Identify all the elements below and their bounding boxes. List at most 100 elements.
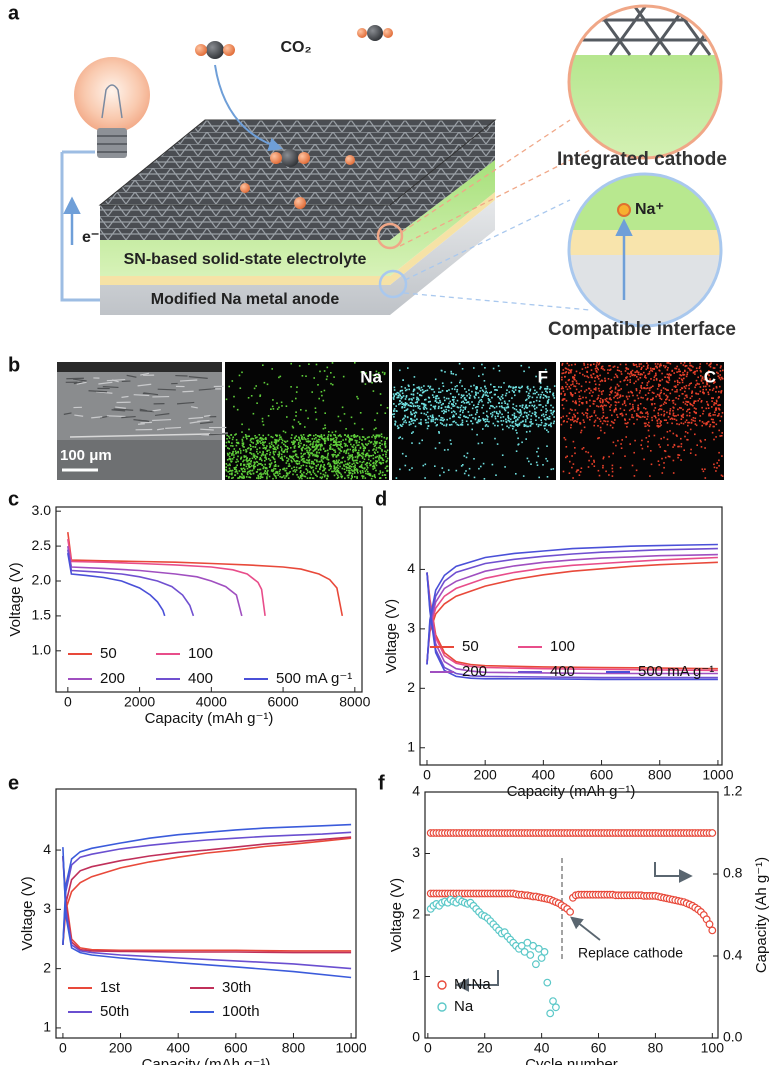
map-dot xyxy=(447,469,450,471)
map-dot xyxy=(691,395,693,398)
map-dot xyxy=(353,468,356,470)
map-dot xyxy=(453,401,455,403)
y-tick-label: 2.0 xyxy=(32,572,52,588)
map-dot xyxy=(265,458,268,461)
map-dot xyxy=(662,403,665,405)
map-dot xyxy=(375,469,377,472)
map-dot xyxy=(381,457,384,460)
map-dot xyxy=(386,449,389,452)
map-dot xyxy=(579,471,582,473)
map-dot xyxy=(418,422,420,425)
map-dot xyxy=(274,451,277,453)
map-dot xyxy=(549,390,551,393)
map-dot xyxy=(705,374,708,376)
map-dot xyxy=(526,386,529,389)
map-dot xyxy=(574,415,576,417)
map-dot xyxy=(706,382,708,385)
map-dot xyxy=(311,446,314,449)
map-dot xyxy=(659,422,661,424)
map-dot xyxy=(718,413,720,415)
map-dot xyxy=(551,413,554,416)
map-dot xyxy=(291,457,294,459)
map-dot xyxy=(640,368,642,370)
map-dot xyxy=(630,390,632,393)
map-dot xyxy=(552,406,554,409)
map-dot xyxy=(312,469,315,471)
map-dot xyxy=(599,426,602,429)
map-dot xyxy=(663,466,665,469)
map-dot xyxy=(601,417,604,419)
map-dot xyxy=(306,462,309,464)
map-dot xyxy=(602,400,604,403)
map-dot xyxy=(474,413,477,416)
map-dot xyxy=(445,424,448,427)
map-dot xyxy=(374,452,376,455)
map-dot xyxy=(236,458,238,461)
map-dot xyxy=(399,400,401,402)
map-dot xyxy=(648,380,650,383)
map-dot xyxy=(303,471,305,474)
map-dot xyxy=(552,393,554,396)
map-dot xyxy=(436,397,438,400)
map-dot xyxy=(668,379,671,381)
map-dot xyxy=(251,469,253,472)
map-dot xyxy=(675,385,677,387)
map-dot xyxy=(360,371,363,373)
map-dot xyxy=(345,452,347,455)
map-dot xyxy=(321,455,323,457)
map-dot xyxy=(507,416,509,419)
map-dot xyxy=(324,456,327,459)
map-dot xyxy=(322,455,324,458)
map-dot xyxy=(528,392,530,395)
map-dot xyxy=(513,408,516,410)
map-dot xyxy=(478,420,481,423)
map-dot xyxy=(621,414,624,417)
interface-label: Compatible interface xyxy=(548,319,736,340)
map-dot xyxy=(645,437,648,439)
map-dot xyxy=(323,389,326,392)
map-dot xyxy=(663,401,666,403)
map-dot xyxy=(426,427,429,430)
map-dot xyxy=(694,423,697,425)
map-dot xyxy=(288,463,290,465)
map-dot xyxy=(248,465,250,467)
map-dot xyxy=(501,423,503,426)
map-dot xyxy=(285,475,288,477)
map-dot xyxy=(680,414,683,417)
map-dot xyxy=(699,369,702,372)
legend-label: 30th xyxy=(222,979,251,996)
map-dot xyxy=(327,437,330,440)
map-dot xyxy=(230,461,233,463)
map-dot xyxy=(701,406,703,409)
map-dot xyxy=(243,477,245,479)
x-tick-label: 400 xyxy=(167,1040,191,1056)
map-dot xyxy=(633,410,636,412)
map-dot xyxy=(504,394,507,397)
map-dot xyxy=(261,420,264,423)
map-dot xyxy=(511,389,514,392)
map-dot xyxy=(606,397,608,400)
map-dot xyxy=(266,471,268,473)
map-dot xyxy=(552,411,554,414)
map-dot xyxy=(528,366,530,369)
map-dot xyxy=(256,436,258,439)
map-dot xyxy=(276,439,278,441)
map-dot xyxy=(243,464,245,467)
map-dot xyxy=(644,408,647,410)
map-dot xyxy=(550,422,552,424)
map-dot xyxy=(493,410,496,413)
map-dot xyxy=(572,440,575,443)
map-dot xyxy=(372,468,374,470)
map-dot xyxy=(569,387,572,390)
map-dot xyxy=(414,405,417,407)
map-dot xyxy=(254,437,257,439)
map-dot xyxy=(680,374,682,377)
map-dot xyxy=(607,420,609,423)
map-dot xyxy=(443,410,446,413)
map-dot xyxy=(353,470,355,472)
sem-texture xyxy=(102,386,119,389)
data-point xyxy=(705,920,714,929)
map-dot xyxy=(515,419,517,422)
map-dot xyxy=(713,466,716,469)
map-dot xyxy=(322,473,325,476)
